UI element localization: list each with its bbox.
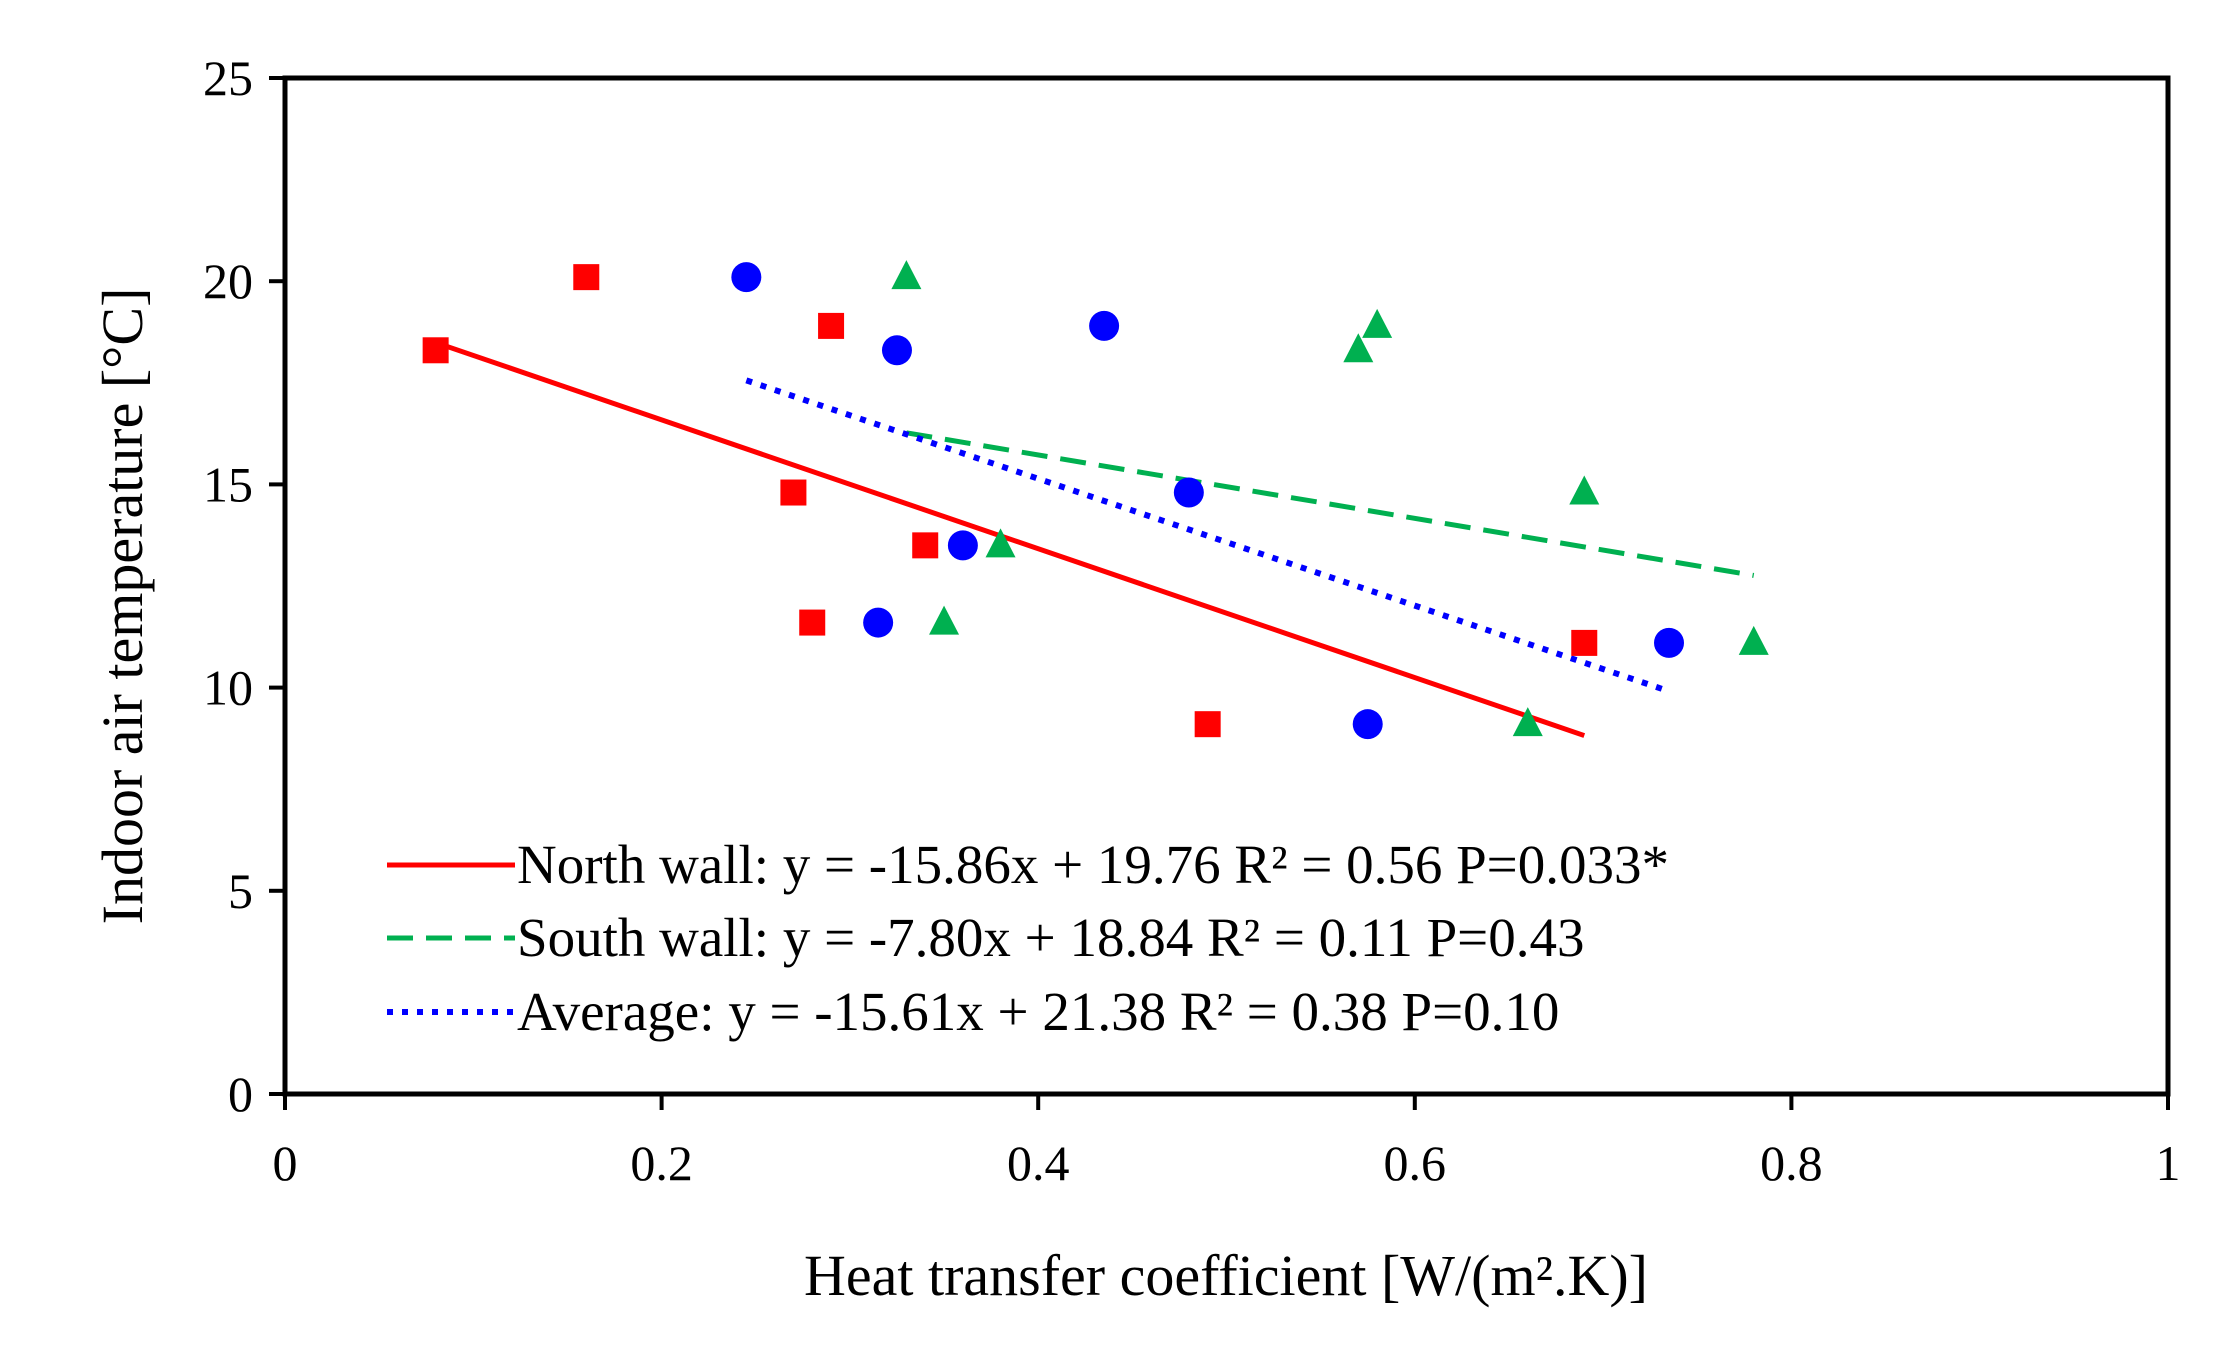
trendline-south bbox=[905, 430, 1755, 578]
y-tick-label: 0 bbox=[228, 1066, 253, 1122]
south-point bbox=[929, 605, 960, 635]
y-axis-ticks: 0 5 10 15 20 25 bbox=[203, 50, 285, 1122]
trendlines bbox=[434, 340, 1755, 738]
x-axis-ticks: 0 0.2 0.4 0.6 0.8 1 bbox=[273, 1094, 2181, 1191]
x-tick-label: 0.8 bbox=[1760, 1135, 1823, 1191]
south-point bbox=[1569, 475, 1600, 505]
average-point bbox=[1089, 310, 1120, 341]
north-point bbox=[780, 479, 807, 506]
data-points bbox=[422, 260, 1769, 740]
legend: North wall: y = -15.86x + 19.76 R² = 0.5… bbox=[387, 834, 1669, 1042]
y-tick-label: 15 bbox=[203, 456, 253, 512]
plot-area bbox=[282, 75, 2171, 1097]
x-axis-title: Heat transfer coefficient [W/(m².K)] bbox=[804, 1243, 1648, 1308]
trendline-average bbox=[745, 377, 1670, 695]
y-tick-label: 20 bbox=[203, 253, 253, 309]
south-point bbox=[891, 260, 922, 290]
north-point bbox=[573, 264, 600, 291]
south-point bbox=[1512, 707, 1543, 737]
average-point bbox=[731, 262, 762, 293]
south-point bbox=[1738, 625, 1769, 655]
north-point bbox=[818, 312, 845, 339]
south-point bbox=[1362, 308, 1393, 338]
x-tick-label: 1 bbox=[2156, 1135, 2181, 1191]
average-point bbox=[947, 530, 978, 561]
y-axis-title: Indoor air temperature [°C] bbox=[90, 288, 155, 925]
north-point bbox=[912, 532, 939, 559]
x-tick-label: 0 bbox=[273, 1135, 298, 1191]
average-point bbox=[881, 335, 912, 366]
average-point bbox=[1352, 709, 1383, 740]
trendline-north bbox=[434, 340, 1586, 738]
legend-label-north: North wall: y = -15.86x + 19.76 R² = 0.5… bbox=[517, 834, 1669, 895]
north-point bbox=[1571, 629, 1598, 656]
average-point bbox=[1654, 627, 1685, 658]
north-point bbox=[422, 337, 449, 364]
y-tick-label: 10 bbox=[203, 660, 253, 716]
south-point bbox=[985, 528, 1016, 558]
south-point bbox=[1343, 333, 1374, 363]
north-point bbox=[1194, 711, 1221, 738]
legend-label-south: South wall: y = -7.80x + 18.84 R² = 0.11… bbox=[517, 907, 1584, 968]
average-point bbox=[1173, 477, 1204, 508]
y-tick-label: 25 bbox=[203, 50, 253, 106]
average-point bbox=[863, 607, 894, 638]
north-point bbox=[799, 609, 826, 636]
x-tick-label: 0.6 bbox=[1384, 1135, 1447, 1191]
y-tick-label: 5 bbox=[228, 863, 253, 919]
x-tick-label: 0.4 bbox=[1007, 1135, 1070, 1191]
x-tick-label: 0.2 bbox=[630, 1135, 693, 1191]
legend-label-average: Average: y = -15.61x + 21.38 R² = 0.38 P… bbox=[517, 981, 1559, 1042]
